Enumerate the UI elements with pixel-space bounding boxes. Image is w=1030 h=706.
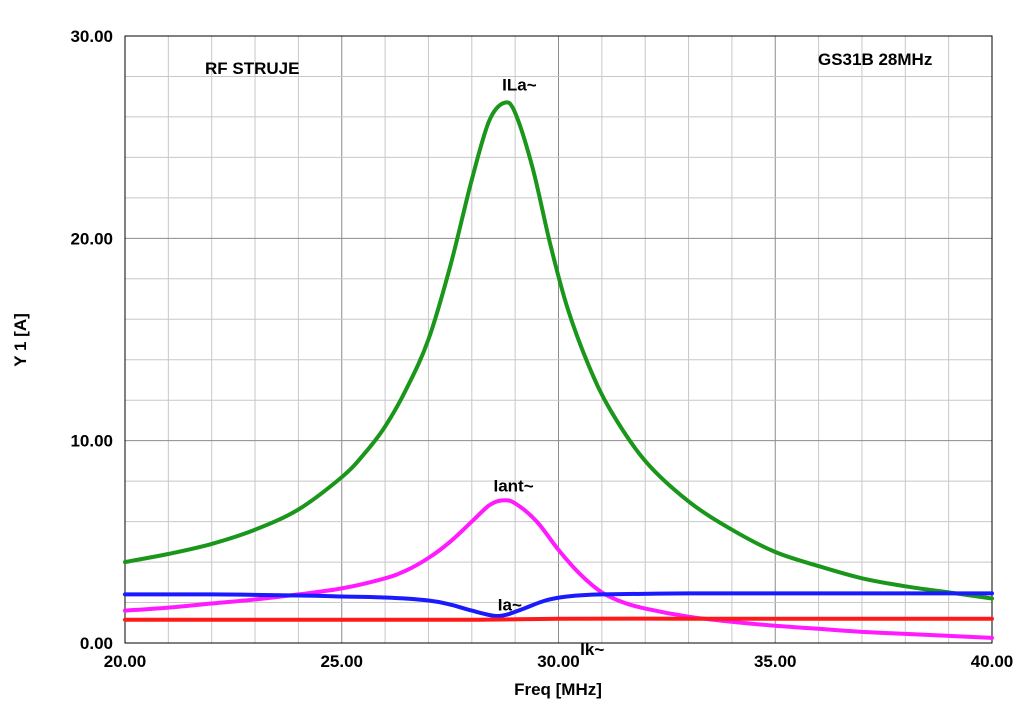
series-line (123, 498, 994, 640)
y-tick-label: 20.00 (70, 229, 113, 248)
x-tick-label: 25.00 (320, 652, 363, 671)
series-line (123, 100, 994, 601)
series-label: Iant~ (493, 476, 533, 495)
y-tick-label: 30.00 (70, 27, 113, 46)
y-axis-label: Y 1 [A] (11, 313, 30, 367)
x-tick-labels: 20.00 25.00 30.00 35.00 40.00 (104, 652, 1014, 671)
x-tick-label: 40.00 (971, 652, 1014, 671)
y-tick-labels: 0.00 10.00 20.00 30.00 (70, 27, 113, 653)
series-label: Ia~ (498, 596, 522, 615)
x-tick-label: 30.00 (537, 652, 580, 671)
series-label: Ik~ (580, 640, 604, 659)
series-line (123, 591, 994, 619)
series-label: ILa~ (502, 76, 537, 95)
chart-subtitle: GS31B 28MHz (818, 50, 932, 69)
plot-frame (124, 35, 993, 644)
x-axis-label: Freq [MHz] (514, 680, 602, 699)
series-group (123, 100, 994, 640)
x-tick-label: 35.00 (754, 652, 797, 671)
y-tick-label: 10.00 (70, 432, 113, 451)
series-labels: ILa~ Iant~ Ia~ Ik~ (493, 76, 604, 660)
x-tick-label: 20.00 (104, 652, 147, 671)
y-tick-label: 0.00 (80, 634, 113, 653)
chart-title: RF STRUJE (205, 59, 299, 78)
series-line (123, 616, 994, 622)
